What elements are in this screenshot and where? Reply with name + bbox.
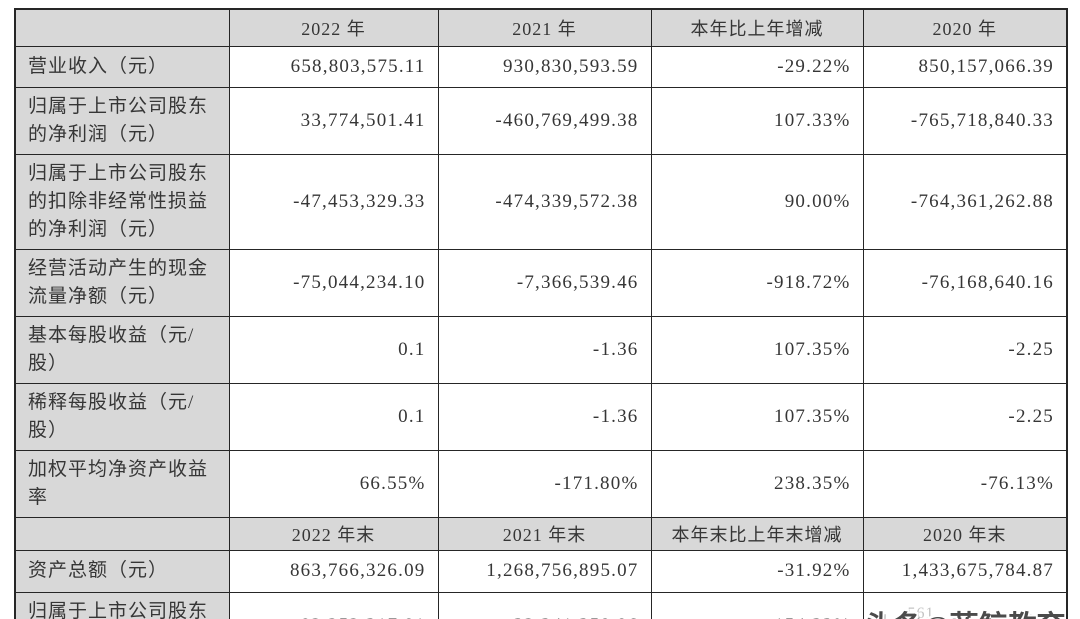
- cell-net-assets-change: 154.33%: [650, 591, 864, 619]
- cell-net-profit-change: 107.33%: [650, 86, 864, 155]
- cell-assets-2020end: 1,433,675,784.87: [862, 549, 1068, 593]
- cell-excl-2022: -47,453,329.33: [228, 153, 439, 250]
- row-label-weighted-avg-roe: 加权平均净资产收益率: [14, 449, 230, 518]
- header-row-period: 2022 年 2021 年 本年比上年增减 2020 年: [14, 8, 1068, 47]
- cell-revenue-change: -29.22%: [650, 45, 864, 88]
- row-label-net-profit-excl-nonrecurring: 归属于上市公司股东的扣除非经常性损益的净利润（元）: [14, 153, 230, 250]
- col-header-2022: 2022 年: [228, 8, 439, 47]
- table-row-weighted-avg-roe: 加权平均净资产收益率 66.55% -171.80% 238.35% -76.1…: [14, 449, 1068, 518]
- cell-assets-2022end: 863,766,326.09: [228, 549, 439, 593]
- cell-basic-eps-2020: -2.25: [862, 315, 1068, 384]
- cell-net-profit-2022: 33,774,501.41: [228, 86, 439, 155]
- corner-cell: [14, 8, 230, 47]
- cell-roe-change: 238.35%: [650, 449, 864, 518]
- row-label-operating-cash-flow: 经营活动产生的现金流量净额（元）: [14, 248, 230, 317]
- row-label-basic-eps: 基本每股收益（元/股）: [14, 315, 230, 384]
- cell-excl-change: 90.00%: [650, 153, 864, 250]
- cell-assets-change: -31.92%: [650, 549, 864, 593]
- col-header-end-change: 本年末比上年末增减: [650, 516, 864, 551]
- header-row-period-end: 2022 年末 2021 年末 本年末比上年末增减 2020 年末: [14, 516, 1068, 551]
- cell-cashflow-change: -918.72%: [650, 248, 864, 317]
- row-label-diluted-eps: 稀释每股收益（元/股）: [14, 382, 230, 451]
- cell-net-profit-2020: -765,718,840.33: [862, 86, 1068, 155]
- cell-basic-eps-2022: 0.1: [228, 315, 439, 384]
- col-header-2021: 2021 年: [437, 8, 652, 47]
- cell-roe-2020: -76.13%: [862, 449, 1068, 518]
- col-header-2021-end: 2021 年末: [437, 516, 652, 551]
- corner-cell-period-end: [14, 516, 230, 551]
- cell-net-assets-2022end: 82,252,317.81: [228, 591, 439, 619]
- cell-roe-2021: -171.80%: [437, 449, 652, 518]
- row-label-total-assets: 资产总额（元）: [14, 549, 230, 593]
- cell-basic-eps-2021: -1.36: [437, 315, 652, 384]
- cell-net-profit-2021: -460,769,499.38: [437, 86, 652, 155]
- watermark-toutiao-lanjing: 头条@蓝鲸教育: [865, 603, 1066, 619]
- table-row-total-assets: 资产总额（元） 863,766,326.09 1,268,756,895.07 …: [14, 549, 1068, 593]
- cell-assets-2021end: 1,268,756,895.07: [437, 549, 652, 593]
- obscured-digits-fragment: 561: [907, 604, 935, 619]
- table-row-diluted-eps: 稀释每股收益（元/股） 0.1 -1.36 107.35% -2.25: [14, 382, 1068, 451]
- table-row-operating-cash-flow: 经营活动产生的现金流量净额（元） -75,044,234.10 -7,366,5…: [14, 248, 1068, 317]
- cell-excl-2021: -474,339,572.38: [437, 153, 652, 250]
- cell-excl-2020: -764,361,262.88: [862, 153, 1068, 250]
- cell-diluted-eps-2020: -2.25: [862, 382, 1068, 451]
- table-row-net-profit: 归属于上市公司股东的净利润（元） 33,774,501.41 -460,769,…: [14, 86, 1068, 155]
- col-header-2020-end: 2020 年末: [862, 516, 1068, 551]
- col-header-yoy-change: 本年比上年增减: [650, 8, 864, 47]
- col-header-2020: 2020 年: [862, 8, 1068, 47]
- cell-diluted-eps-2021: -1.36: [437, 382, 652, 451]
- row-label-net-assets: 归属于上市公司股东的净资产（元）: [14, 591, 230, 619]
- cell-revenue-2020: 850,157,066.39: [862, 45, 1068, 88]
- row-label-net-profit: 归属于上市公司股东的净利润（元）: [14, 86, 230, 155]
- table-row-basic-eps: 基本每股收益（元/股） 0.1 -1.36 107.35% -2.25: [14, 315, 1068, 384]
- cell-revenue-2021: 930,830,593.59: [437, 45, 652, 88]
- cell-net-assets-2020end-obscured: 561 头条@蓝鲸教育: [862, 591, 1068, 619]
- col-header-2022-end: 2022 年末: [228, 516, 439, 551]
- cell-diluted-eps-change: 107.35%: [650, 382, 864, 451]
- cell-basic-eps-change: 107.35%: [650, 315, 864, 384]
- key-financials-table: 2022 年 2021 年 本年比上年增减 2020 年 营业收入（元） 658…: [14, 8, 1068, 619]
- cell-cashflow-2021: -7,366,539.46: [437, 248, 652, 317]
- cell-net-assets-2021end: 32,341,359.96: [437, 591, 652, 619]
- cell-diluted-eps-2022: 0.1: [228, 382, 439, 451]
- cell-cashflow-2022: -75,044,234.10: [228, 248, 439, 317]
- cell-roe-2022: 66.55%: [228, 449, 439, 518]
- cell-cashflow-2020: -76,168,640.16: [862, 248, 1068, 317]
- table-row-net-profit-excl-nonrecurring: 归属于上市公司股东的扣除非经常性损益的净利润（元） -47,453,329.33…: [14, 153, 1068, 250]
- cell-revenue-2022: 658,803,575.11: [228, 45, 439, 88]
- table-row-net-assets: 归属于上市公司股东的净资产（元） 82,252,317.81 32,341,35…: [14, 591, 1068, 619]
- table-row-revenue: 营业收入（元） 658,803,575.11 930,830,593.59 -2…: [14, 45, 1068, 88]
- row-label-revenue: 营业收入（元）: [14, 45, 230, 88]
